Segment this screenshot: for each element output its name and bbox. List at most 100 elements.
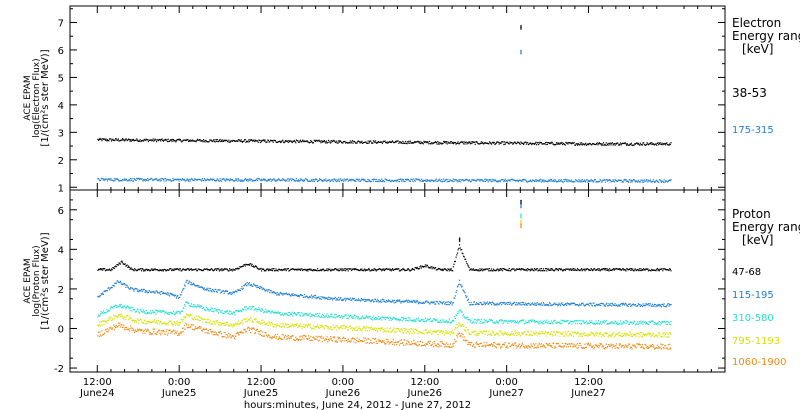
data-point (253, 139, 255, 141)
data-point (274, 270, 276, 272)
data-point (407, 142, 409, 144)
data-point (507, 302, 509, 304)
data-point (249, 180, 251, 182)
data-point (545, 144, 547, 146)
data-point (260, 287, 262, 289)
data-point (203, 269, 205, 271)
data-point (441, 181, 443, 183)
data-point (572, 142, 574, 144)
data-point (667, 144, 669, 146)
data-point (495, 180, 497, 182)
data-point (205, 268, 207, 270)
data-point (181, 178, 184, 180)
data-point (123, 179, 125, 181)
data-point (234, 324, 236, 326)
data-point (583, 143, 585, 145)
y-tick-label: 7 (58, 18, 64, 29)
data-point (442, 270, 444, 272)
data-point (277, 141, 279, 143)
data-point (641, 181, 643, 183)
data-point (623, 269, 625, 271)
data-point (639, 322, 641, 324)
data-point (607, 323, 609, 325)
data-point (559, 304, 561, 306)
data-point (113, 267, 115, 269)
data-point (521, 179, 523, 181)
data-point (360, 300, 362, 302)
data-point (265, 180, 267, 182)
data-point (422, 320, 424, 323)
data-point (196, 270, 198, 272)
data-point (415, 267, 417, 269)
data-point (366, 299, 368, 301)
data-point (321, 315, 323, 317)
data-point (200, 269, 202, 271)
data-point (205, 268, 207, 270)
data-point (465, 295, 467, 297)
data-point (132, 139, 134, 141)
data-point (308, 313, 310, 315)
data-point (494, 322, 496, 324)
data-point (392, 180, 394, 182)
data-point (531, 269, 533, 271)
data-point (645, 180, 647, 182)
data-point (443, 301, 445, 303)
data-point (566, 268, 568, 270)
data-point (197, 286, 199, 288)
data-point (353, 314, 355, 316)
data-point (454, 179, 456, 181)
data-point (150, 291, 152, 294)
data-point (519, 143, 521, 145)
data-point (173, 314, 175, 316)
data-point (239, 140, 242, 142)
data-point (581, 142, 583, 144)
data-point (304, 313, 306, 315)
data-point (166, 312, 168, 314)
data-point (158, 292, 160, 294)
data-point (353, 317, 355, 319)
data-point (291, 180, 293, 182)
data-point (426, 318, 428, 320)
data-point (458, 312, 460, 314)
data-point (309, 324, 311, 326)
data-point (511, 304, 513, 306)
data-point (531, 142, 534, 144)
data-point (211, 268, 213, 270)
data-point (239, 140, 241, 142)
data-point (323, 140, 325, 142)
data-point (430, 266, 433, 268)
data-point (198, 284, 200, 287)
data-point (116, 280, 118, 282)
data-point (282, 294, 284, 296)
data-point (212, 270, 214, 272)
data-point (622, 320, 624, 323)
data-point (263, 321, 265, 323)
data-point (460, 249, 462, 251)
data-point (102, 310, 104, 312)
data-point (330, 298, 332, 300)
data-point (400, 141, 403, 143)
data-point (512, 143, 514, 145)
data-point (497, 303, 499, 305)
data-point (454, 328, 456, 331)
data-point (658, 270, 660, 272)
data-point (639, 320, 641, 323)
data-point (121, 315, 124, 317)
data-point (441, 321, 443, 323)
data-point (218, 140, 220, 142)
data-point (105, 178, 107, 180)
data-point (499, 142, 501, 144)
data-point (463, 141, 465, 143)
data-point (591, 269, 593, 271)
data-point (396, 327, 398, 329)
data-point (627, 269, 629, 271)
data-point (547, 179, 549, 181)
data-point (224, 290, 227, 292)
data-point (126, 180, 128, 182)
data-point (437, 321, 439, 323)
data-point (384, 140, 386, 142)
data-point (431, 142, 433, 144)
data-point (327, 327, 329, 329)
data-point (574, 144, 576, 146)
data-point (326, 325, 328, 328)
